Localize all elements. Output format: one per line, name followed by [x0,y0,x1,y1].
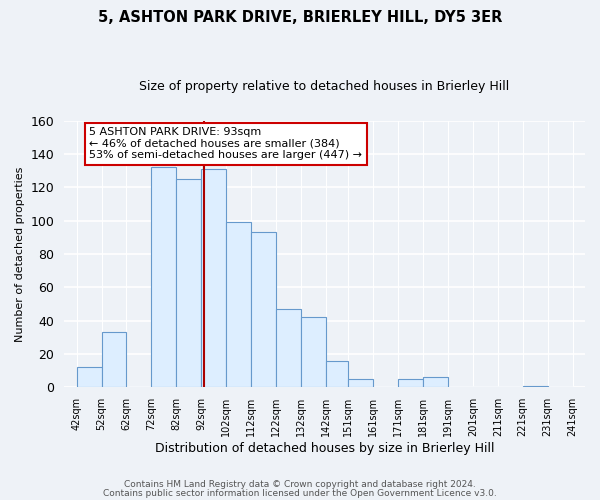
Bar [101,332,127,388]
Bar [77,368,101,388]
Bar [523,386,548,388]
Bar [301,318,326,388]
Bar [201,169,226,388]
Bar [423,378,448,388]
Bar [398,379,423,388]
Text: Contains HM Land Registry data © Crown copyright and database right 2024.: Contains HM Land Registry data © Crown c… [124,480,476,489]
Bar [226,222,251,388]
Y-axis label: Number of detached properties: Number of detached properties [15,166,25,342]
Bar [276,309,301,388]
Title: Size of property relative to detached houses in Brierley Hill: Size of property relative to detached ho… [139,80,510,93]
Bar [251,232,276,388]
Text: Contains public sector information licensed under the Open Government Licence v3: Contains public sector information licen… [103,489,497,498]
X-axis label: Distribution of detached houses by size in Brierley Hill: Distribution of detached houses by size … [155,442,494,455]
Bar [151,167,176,388]
Text: 5 ASHTON PARK DRIVE: 93sqm
← 46% of detached houses are smaller (384)
53% of sem: 5 ASHTON PARK DRIVE: 93sqm ← 46% of deta… [89,127,362,160]
Text: 5, ASHTON PARK DRIVE, BRIERLEY HILL, DY5 3ER: 5, ASHTON PARK DRIVE, BRIERLEY HILL, DY5… [98,10,502,25]
Bar [326,360,348,388]
Bar [176,179,201,388]
Bar [348,379,373,388]
